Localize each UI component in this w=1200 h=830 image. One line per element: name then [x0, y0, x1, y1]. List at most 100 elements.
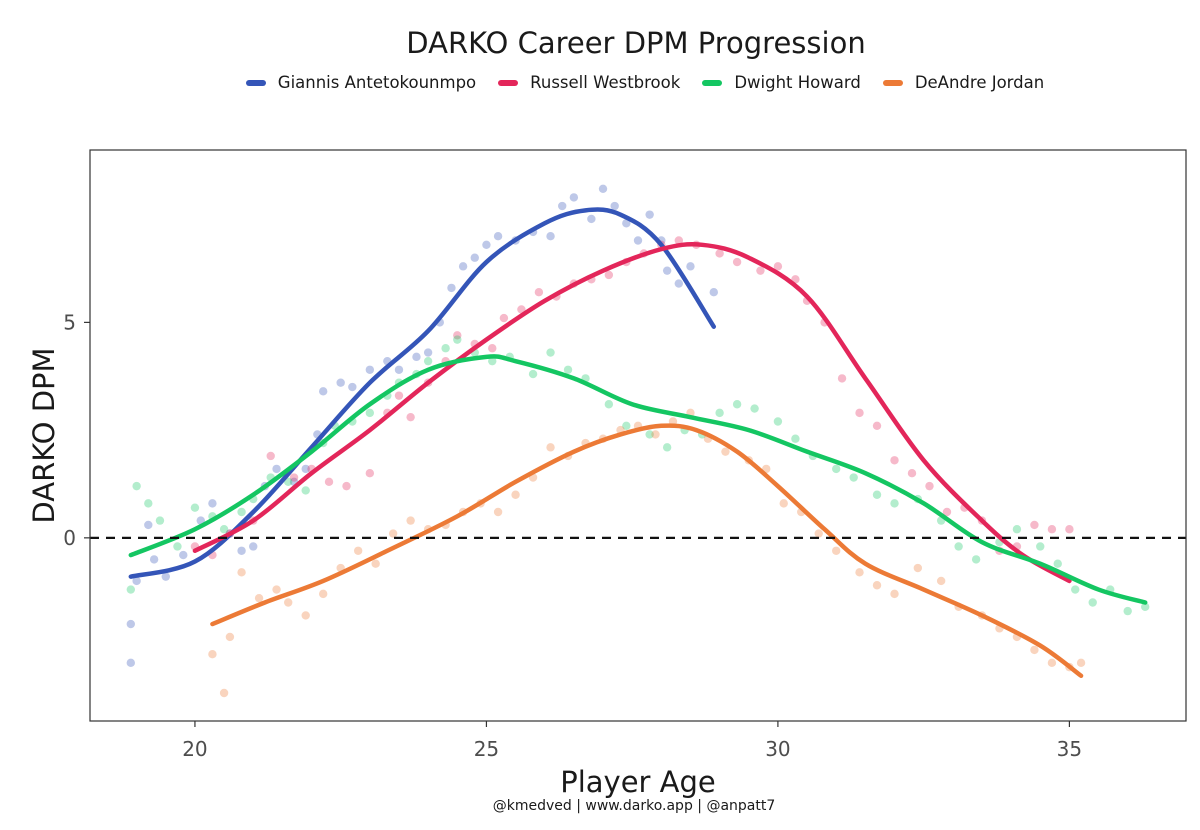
point-westbrook [837, 374, 847, 383]
point-westbrook [453, 331, 462, 340]
smooth-line-howard [128, 354, 1148, 605]
point-howard [441, 344, 450, 353]
point-giannis [132, 576, 141, 586]
point-westbrook [488, 344, 497, 353]
plot-panel-border [89, 149, 1187, 722]
point-giannis [546, 231, 555, 241]
point-howard [563, 365, 573, 374]
point-howard [453, 335, 462, 344]
point-jordan [890, 589, 899, 599]
point-giannis [470, 253, 479, 262]
x-tick-label: 25 [474, 737, 499, 761]
point-jordan [511, 490, 520, 499]
point-giannis [126, 658, 136, 668]
point-jordan [301, 611, 310, 620]
legend-label-howard: Dwight Howard [734, 73, 861, 92]
legend-key-westbrook [498, 79, 519, 86]
point-howard [488, 356, 497, 366]
point-westbrook [324, 477, 334, 487]
point-westbrook [289, 473, 299, 482]
legend-label-jordan: DeAndre Jordan [914, 73, 1045, 92]
chart-caption: @kmedved | www.darko.app | @anpatt7 [492, 798, 776, 814]
point-westbrook [674, 236, 684, 245]
point-howard [1012, 525, 1022, 534]
legend-item-westbrook: Russell Westbrook [498, 73, 680, 92]
point-giannis [318, 387, 328, 396]
legend-label-westbrook: Russell Westbrook [530, 73, 681, 92]
point-jordan [814, 529, 823, 538]
point-jordan [493, 507, 503, 517]
point-giannis [126, 619, 136, 629]
point-giannis [365, 365, 375, 374]
point-giannis [493, 231, 503, 241]
point-howard [662, 443, 672, 452]
point-westbrook [855, 408, 864, 418]
point-giannis [598, 184, 608, 193]
point-giannis [179, 550, 188, 560]
point-howard [173, 542, 182, 551]
point-westbrook [715, 249, 724, 258]
point-giannis [674, 279, 684, 288]
point-jordan [1030, 645, 1039, 655]
y-tick-label: 5 [63, 310, 76, 334]
point-jordan [388, 529, 398, 538]
point-giannis [336, 378, 345, 387]
legend-item-jordan: DeAndre Jordan [882, 73, 1045, 92]
point-jordan [237, 568, 246, 577]
smooth-line-jordan [210, 423, 1084, 679]
point-howard [890, 499, 899, 508]
point-jordan [353, 546, 363, 555]
point-westbrook [872, 421, 882, 431]
point-howard [1053, 559, 1062, 568]
point-giannis [249, 542, 258, 551]
point-giannis [144, 520, 153, 530]
legend-key-jordan [882, 79, 903, 86]
legend-item-howard: Dwight Howard [702, 73, 861, 92]
point-howard [715, 408, 724, 418]
point-giannis [348, 382, 357, 392]
x-tick-label: 20 [182, 737, 207, 761]
point-jordan [225, 632, 235, 642]
point-jordan [913, 563, 923, 573]
point-giannis [569, 193, 579, 202]
point-westbrook [732, 257, 742, 267]
legend-item-giannis: Giannis Antetokounmpo [245, 73, 476, 92]
point-howard [528, 369, 538, 379]
point-howard [954, 542, 963, 551]
point-giannis [161, 572, 170, 581]
point-westbrook [942, 507, 952, 517]
point-jordan [651, 430, 660, 439]
point-jordan [254, 593, 264, 603]
point-jordan [219, 688, 229, 698]
point-giannis [149, 555, 159, 564]
x-tick-label: 35 [1057, 737, 1082, 761]
point-howard [423, 356, 433, 366]
point-giannis [587, 214, 596, 224]
point-giannis [272, 464, 281, 474]
smooth-line-westbrook [192, 242, 1072, 584]
point-giannis [458, 262, 468, 271]
point-howard [971, 555, 981, 564]
point-westbrook [266, 451, 275, 461]
point-giannis [394, 365, 404, 374]
point-giannis [558, 201, 567, 211]
point-jordan [1047, 658, 1057, 668]
point-westbrook [773, 262, 783, 271]
point-howard [645, 430, 654, 439]
point-jordan [371, 559, 380, 568]
point-howard [791, 434, 800, 443]
y-tick-label: 0 [63, 526, 76, 550]
point-giannis [610, 201, 619, 211]
point-howard [132, 481, 141, 491]
chart-title: DARKO Career DPM Progression [406, 26, 866, 60]
point-howard [365, 408, 375, 418]
point-howard [126, 585, 136, 594]
point-giannis [482, 240, 491, 250]
point-howard [1140, 602, 1150, 611]
smooth-lines [128, 207, 1148, 679]
point-westbrook [365, 469, 375, 478]
point-howard [832, 464, 841, 474]
x-axis-title: Player Age [560, 765, 716, 799]
point-jordan [284, 598, 293, 607]
